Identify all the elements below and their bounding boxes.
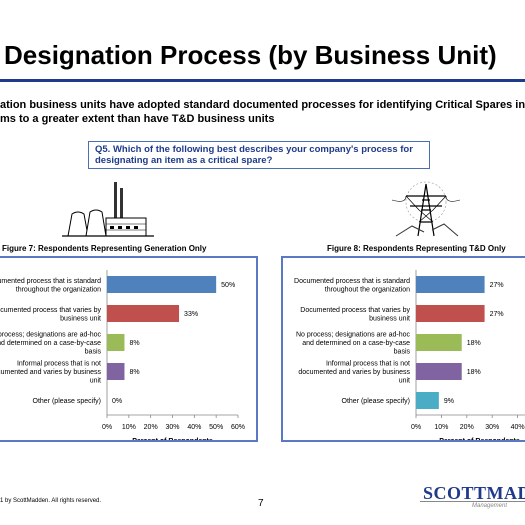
bar-3 bbox=[107, 334, 125, 351]
figure-7-frame: 0% 10% 20% 30% 40% 50% 60% 50% Documented proces… bbox=[0, 256, 258, 445]
title-underline bbox=[0, 79, 525, 82]
x-tick-label: 30% bbox=[165, 424, 179, 431]
category-label: basis bbox=[85, 349, 102, 356]
category-label: unit bbox=[90, 378, 101, 385]
figure-8-chart: 0%10%20%30%40%50%27%Documented process t… bbox=[294, 270, 525, 445]
logo-rule bbox=[420, 501, 525, 502]
category-label: No process; designations are ad-hoc bbox=[0, 332, 101, 339]
category-label: Informal process that is not bbox=[17, 361, 101, 368]
data-label: 8% bbox=[129, 340, 139, 347]
x-tick-label: 60% bbox=[231, 424, 245, 431]
intro-line-2: ms to a greater extent than have T&D bus… bbox=[0, 113, 275, 125]
figure-7-caption: Figure 7: Respondents Representing Gener… bbox=[2, 244, 207, 253]
transmission-tower-icon bbox=[392, 181, 460, 237]
x-tick-label: 30% bbox=[485, 424, 499, 431]
data-label: 18% bbox=[467, 369, 481, 376]
category-label: throughout the organization bbox=[16, 286, 101, 293]
data-label: 33% bbox=[184, 311, 198, 318]
x-tick-label: 40% bbox=[187, 424, 201, 431]
x-tick-label: 20% bbox=[460, 424, 474, 431]
slide-title: Designation Process (by Business Unit) bbox=[4, 40, 497, 70]
logo-subtitle: Management bbox=[472, 503, 508, 509]
x-tick-label: 50% bbox=[209, 424, 223, 431]
category-label: Other (please specify) bbox=[33, 398, 101, 405]
x-tick-label: 0% bbox=[411, 424, 421, 431]
x-tick-label: 40% bbox=[511, 424, 525, 431]
category-label: basis bbox=[394, 349, 411, 356]
category-label: Documented process that varies by bbox=[0, 307, 101, 314]
category-label: business unit bbox=[369, 315, 410, 322]
bar-2 bbox=[416, 305, 485, 322]
page-number: 7 bbox=[258, 498, 264, 509]
category-label: Documented process that varies by bbox=[300, 307, 410, 314]
figure-8-caption: Figure 8: Respondents Representing T&D O… bbox=[327, 244, 506, 253]
power-plant-icon bbox=[62, 182, 154, 237]
data-label: 9% bbox=[444, 398, 454, 405]
bar-2 bbox=[107, 305, 180, 322]
category-label: and determined on a case-by-case bbox=[302, 340, 410, 347]
x-tick-label: 10% bbox=[434, 424, 448, 431]
x-axis-title: Percent of Respondents bbox=[439, 438, 520, 440]
figure-8-frame: 0%10%20%30%40%50%27%Documented process t… bbox=[281, 256, 525, 445]
category-label: throughout the organization bbox=[325, 286, 410, 293]
bar-1 bbox=[107, 276, 217, 293]
bar-4 bbox=[107, 363, 125, 380]
x-axis-title: Percent of Respondents bbox=[132, 438, 213, 440]
category-label: Other (please specify) bbox=[342, 398, 410, 405]
company-logo: SCOTTMADD bbox=[423, 483, 525, 503]
category-label: Documented process that is standard bbox=[0, 278, 101, 285]
category-label: unit bbox=[399, 378, 410, 385]
category-label: documented and varies by business bbox=[0, 369, 101, 376]
intro-line-1: ation business units have adopted standa… bbox=[0, 99, 525, 111]
data-label: 27% bbox=[490, 311, 504, 318]
figure-7-chart: 0% 10% 20% 30% 40% 50% 60% 50% Documented proces… bbox=[0, 270, 245, 445]
data-label: 27% bbox=[490, 282, 504, 289]
category-label: business unit bbox=[60, 315, 101, 322]
bar-3 bbox=[416, 334, 462, 351]
category-label: and determined on a case-by-case bbox=[0, 340, 101, 347]
bar-4 bbox=[416, 363, 462, 380]
bar-5 bbox=[416, 392, 439, 409]
bar-1 bbox=[416, 276, 485, 293]
copyright-text: 1 by ScottMadden. All rights reserved. bbox=[0, 498, 102, 504]
x-tick-label: 20% bbox=[144, 424, 158, 431]
data-label: 18% bbox=[467, 340, 481, 347]
data-label: 8% bbox=[129, 369, 139, 376]
x-tick-label: 10% bbox=[122, 424, 136, 431]
data-label: 50% bbox=[221, 282, 235, 289]
data-label: 0% bbox=[112, 398, 122, 405]
category-label: Documented process that is standard bbox=[294, 278, 410, 285]
category-label: Informal process that is not bbox=[326, 361, 410, 368]
category-label: No process; designations are ad-hoc bbox=[296, 332, 411, 339]
x-tick-label: 0% bbox=[102, 424, 112, 431]
question-box: Q5. Which of the following best describe… bbox=[88, 141, 430, 169]
intro-text: ation business units have adopted standa… bbox=[0, 98, 525, 126]
category-label: documented and varies by business bbox=[298, 369, 410, 376]
